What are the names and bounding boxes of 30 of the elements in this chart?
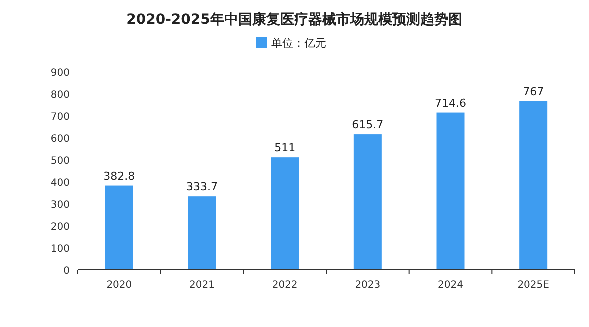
- bar: [188, 196, 216, 270]
- y-tick-label: 700: [50, 112, 70, 123]
- data-label: 615.7: [352, 118, 384, 132]
- x-tick-label: 2023: [355, 280, 381, 291]
- data-label: 714.6: [435, 96, 466, 110]
- y-tick-label: 500: [50, 156, 70, 167]
- y-tick-label: 200: [50, 222, 70, 233]
- y-tick-label: 600: [50, 134, 70, 145]
- data-label: 511: [274, 142, 296, 155]
- y-tick-label: 400: [50, 178, 70, 189]
- x-tick-label: 2024: [438, 280, 464, 291]
- y-tick-label: 0: [64, 266, 70, 277]
- x-tick-label: 2021: [190, 280, 215, 291]
- y-tick-label: 100: [50, 244, 70, 255]
- y-tick-label: 900: [50, 68, 70, 79]
- bar: [436, 112, 465, 270]
- x-tick-label: 2025E: [518, 280, 550, 291]
- bar: [520, 101, 548, 270]
- bar: [105, 186, 134, 270]
- x-tick-label: 2022: [272, 280, 298, 291]
- legend-label: 单位：亿元: [272, 37, 326, 50]
- data-label: 382.8: [104, 170, 136, 183]
- bar: [271, 158, 300, 270]
- x-tick-label: 2020: [106, 280, 132, 291]
- data-label: 333.7: [186, 180, 218, 194]
- y-tick-label: 300: [50, 200, 70, 211]
- data-label: 767: [523, 85, 544, 98]
- bar: [354, 134, 382, 270]
- y-tick-label: 800: [50, 90, 70, 101]
- chart-title: 2020-2025年中国康复医疗器械市场规模预测趋势图: [126, 11, 462, 28]
